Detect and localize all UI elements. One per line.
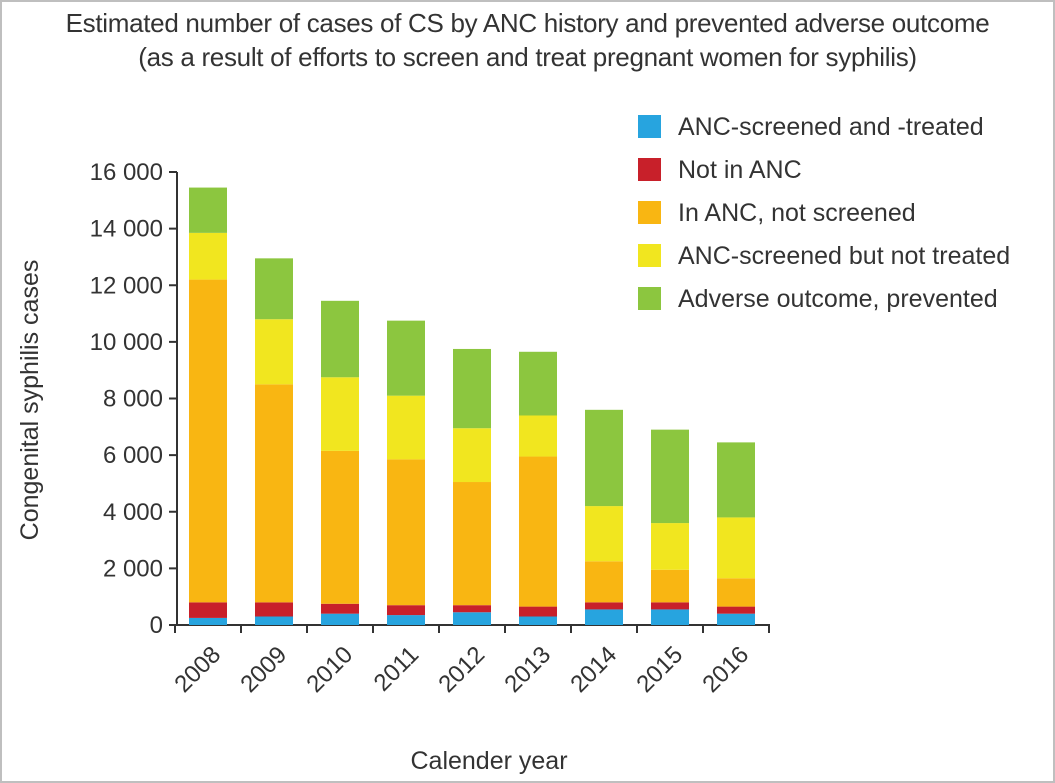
legend-label: ANC-screened and -treated <box>678 113 984 141</box>
y-tick-label: 12 000 <box>90 272 163 299</box>
y-tick-label: 10 000 <box>90 329 163 356</box>
bar-segment <box>585 602 623 610</box>
bar-segment <box>321 613 359 625</box>
bar-segment <box>189 279 227 603</box>
x-tick-label: 2013 <box>499 641 556 698</box>
bar-segment <box>387 395 425 460</box>
x-tick-label: 2014 <box>565 641 622 698</box>
bar-segment <box>255 602 293 617</box>
y-tick-label: 14 000 <box>90 216 163 243</box>
bar-segment <box>255 258 293 320</box>
y-tick-label: 2 000 <box>103 555 163 582</box>
y-tick-label: 6 000 <box>103 442 163 469</box>
bar-segment <box>453 482 491 606</box>
bar-segment <box>453 612 491 625</box>
bar-segment <box>519 415 557 457</box>
legend-swatch <box>638 244 661 267</box>
y-tick-label: 16 000 <box>90 159 163 186</box>
bar-segment <box>387 615 425 625</box>
x-tick-label: 2015 <box>631 641 688 698</box>
bar-segment <box>585 609 623 625</box>
legend-swatch <box>638 115 661 138</box>
bar-segment <box>717 517 755 579</box>
bar-segment <box>651 602 689 610</box>
legend: ANC-screened and -treated Not in ANC In AN… <box>638 113 1010 313</box>
chart-title: Estimated number of cases of CS by ANC h… <box>65 8 990 38</box>
bar-segment <box>321 377 359 451</box>
bar-segment <box>321 300 359 378</box>
bar-segment <box>519 456 557 607</box>
x-tick-label: 2008 <box>169 641 226 698</box>
legend-label: In ANC, not screened <box>678 199 916 227</box>
bar-segment <box>585 506 623 562</box>
y-axis: 0 2 000 4 000 6 000 8 000 10 000 12 000 14 000 1… <box>90 159 178 639</box>
bar-segment <box>717 606 755 614</box>
bar-segment <box>387 605 425 616</box>
bar-segment <box>519 606 557 617</box>
legend-swatch <box>638 287 661 310</box>
legend-label: Adverse outcome, prevented <box>678 285 998 313</box>
x-axis: 2008 2009 2010 2011 2012 2013 2014 2015 2016 <box>169 624 770 698</box>
bar-segment <box>255 319 293 385</box>
bar-segment <box>189 602 227 618</box>
legend-label: Not in ANC <box>678 156 802 184</box>
x-tick-label: 2016 <box>697 641 754 698</box>
x-tick-label: 2009 <box>235 641 292 698</box>
y-tick-label: 4 000 <box>103 499 163 526</box>
bar-segment <box>453 428 491 483</box>
bar-segment <box>387 459 425 606</box>
bar-segment <box>717 578 755 607</box>
bar-segment <box>387 320 425 396</box>
bar-segment <box>585 561 623 603</box>
legend-swatch <box>638 201 661 224</box>
y-axis-title: Congenital syphilis cases <box>16 260 44 541</box>
legend-label: ANC-screened but not treated <box>678 242 1010 270</box>
bar-segment <box>321 603 359 614</box>
bar-segment <box>651 523 689 570</box>
bar-segment <box>189 617 227 625</box>
bar-segment <box>453 348 491 429</box>
bar-segment <box>189 232 227 280</box>
chart-title-block: Estimated number of cases of CS by ANC h… <box>2 6 1053 74</box>
x-tick-label: 2010 <box>301 641 358 698</box>
x-tick-label: 2012 <box>433 641 490 698</box>
legend-swatch <box>638 158 661 181</box>
bar-segment <box>321 450 359 604</box>
bar-segment <box>453 605 491 613</box>
bar-segment <box>519 351 557 416</box>
x-axis-title: Calender year <box>410 747 567 775</box>
bar-segment <box>585 409 623 507</box>
bar-segment <box>651 609 689 625</box>
bar-segment <box>255 616 293 625</box>
bar-segment <box>255 384 293 603</box>
y-tick-label: 8 000 <box>103 386 163 413</box>
y-tick-label: 0 <box>150 612 163 639</box>
bar-segment <box>651 569 689 603</box>
bar-segment <box>651 429 689 524</box>
bar-segment <box>717 442 755 518</box>
x-tick-label: 2011 <box>369 641 425 697</box>
bar-segment <box>717 613 755 625</box>
bar-segment <box>519 616 557 625</box>
chart-subtitle: (as a result of efforts to screen and tr… <box>138 42 917 72</box>
bars <box>189 187 755 625</box>
bar-segment <box>189 187 227 233</box>
